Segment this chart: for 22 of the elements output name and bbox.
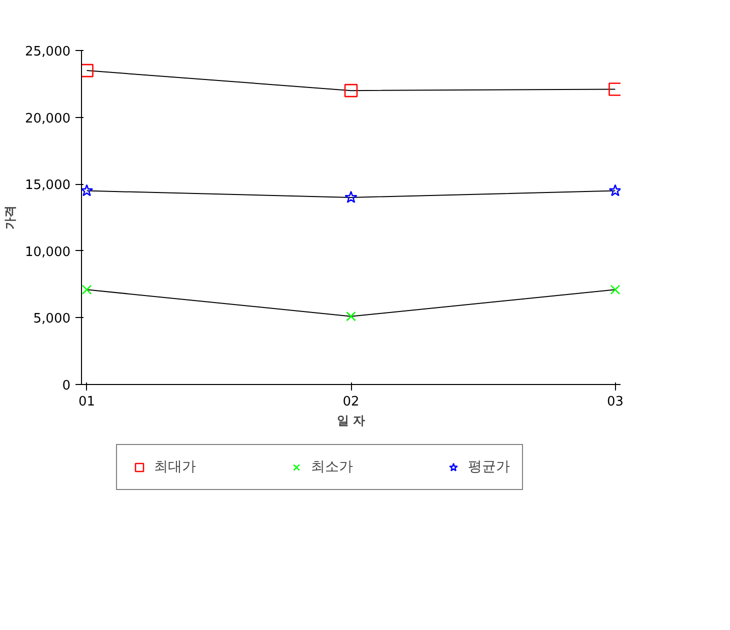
y-tick-label: 25,000 [25,44,71,60]
point [608,82,620,96]
point [610,284,620,295]
x-tick-label: 01 [78,394,96,410]
legend-label: 평균가 [468,458,510,476]
point [346,311,356,322]
point [344,190,358,203]
legend-label: 최대가 [154,458,196,476]
point [82,184,94,196]
point [82,284,92,295]
y-tick-label: 0 [62,378,71,394]
x-axis-title: 일 자 [336,414,366,428]
y-tick-label: 10,000 [25,244,71,260]
point [82,64,94,78]
y-tick-label: 15,000 [25,178,71,194]
legend-label: 최소가 [311,458,353,476]
x-tick-label: 03 [606,394,624,410]
y-tick-label: 20,000 [25,111,71,126]
x-tick-label: 02 [342,394,360,410]
y-tick-label: 5,000 [33,312,70,327]
point [608,184,620,196]
y-axis-title: 가격 [3,206,18,230]
